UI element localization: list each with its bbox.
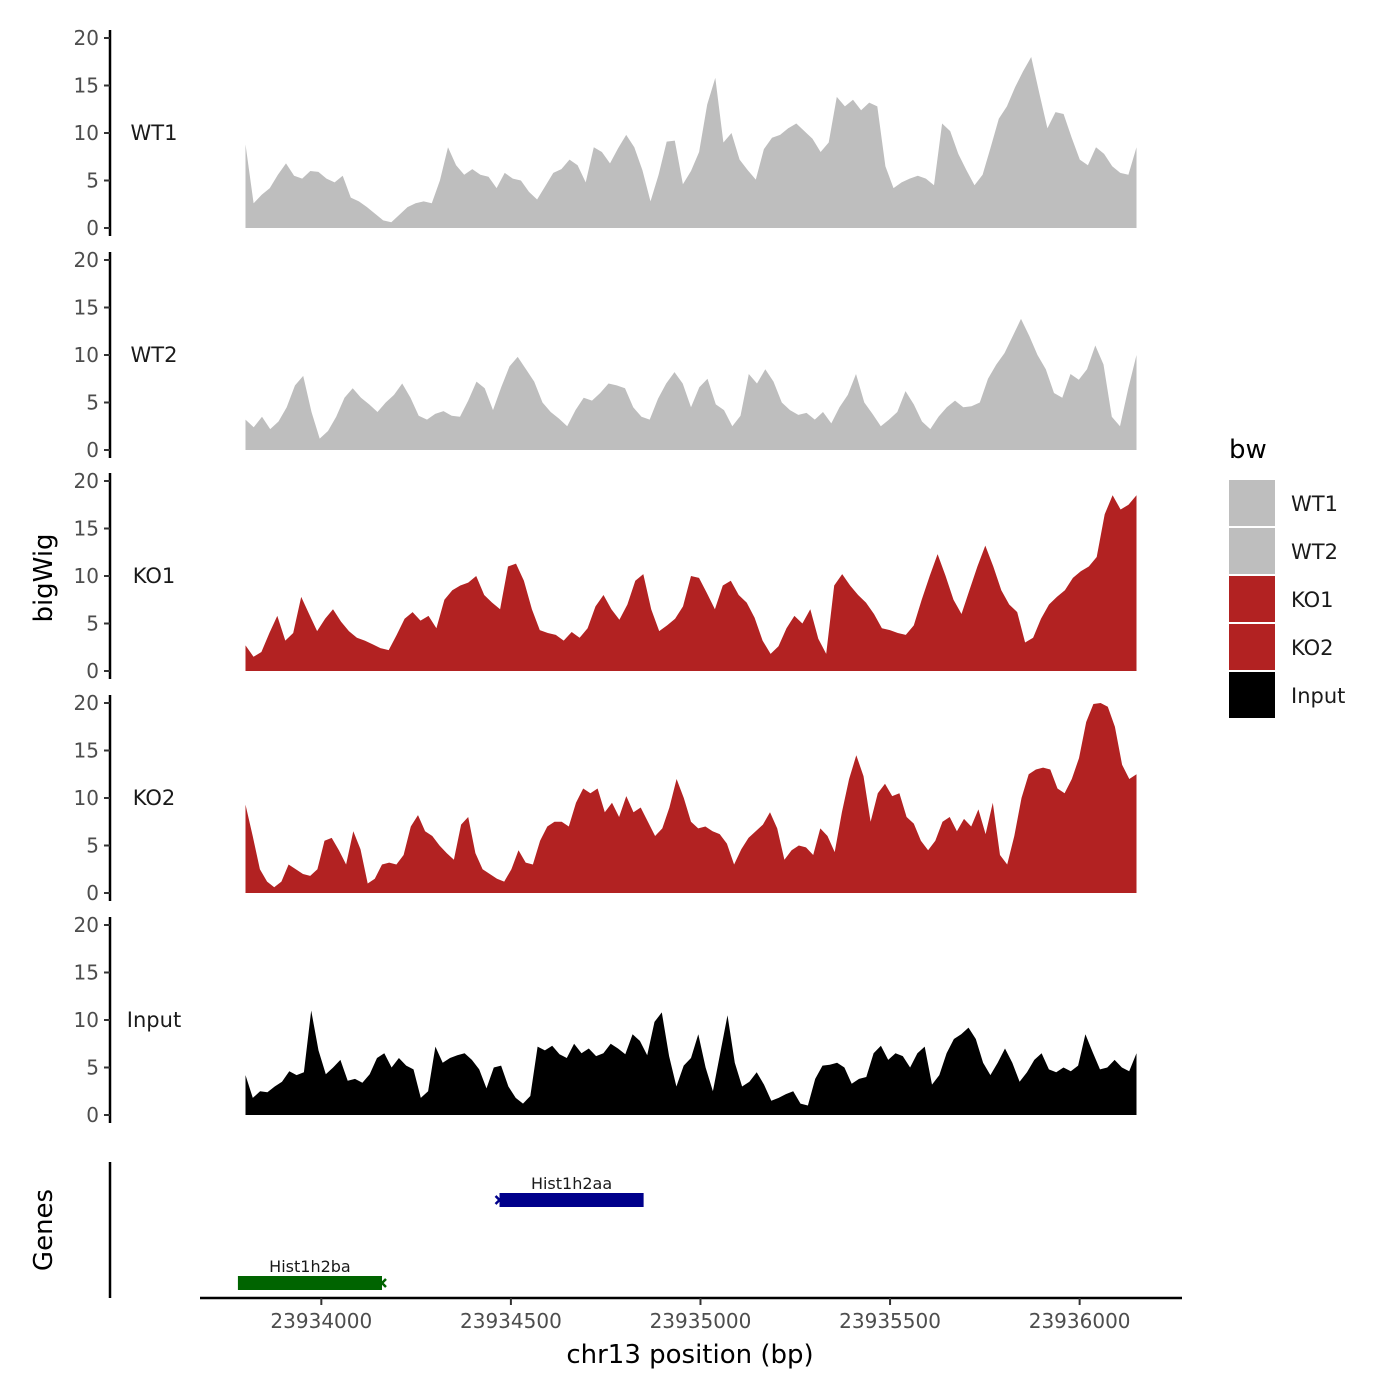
x-axis: chr13 position (bp) 23934000 23934500 2393… <box>200 1296 1182 1370</box>
legend-label-wt1: WT1 <box>1291 492 1338 516</box>
x-tick-label: 23936000 <box>1029 1309 1131 1333</box>
y-tick-label: 5 <box>86 834 99 858</box>
legend-key-input <box>1229 672 1275 718</box>
y-tick-label: 15 <box>74 739 99 763</box>
track-label-input: Input <box>127 1008 181 1032</box>
legend-key-ko2 <box>1229 624 1275 670</box>
y-axis-title: bigWig <box>29 533 59 622</box>
gene-label: Hist1h2aa <box>531 1174 612 1193</box>
legend-key-wt2 <box>1229 528 1275 574</box>
track-label-ko2: KO2 <box>133 786 176 810</box>
gene-track: Genes Hist1h2aa Hist1h2ba <box>29 1162 644 1298</box>
legend-label-ko2: KO2 <box>1291 636 1334 660</box>
track-wt2: 0 5 10 15 20 WT2 <box>74 248 1137 462</box>
gene-body <box>499 1193 644 1207</box>
legend-title: bw <box>1229 435 1267 465</box>
y-tick-label: 5 <box>86 612 99 636</box>
y-tick-label: 0 <box>86 659 99 683</box>
track-ko2: 0 5 10 15 20 KO2 <box>74 691 1137 905</box>
track-label-ko1: KO1 <box>133 564 176 588</box>
x-tick-label: 23935500 <box>839 1309 941 1333</box>
y-tick-label: 20 <box>74 913 99 937</box>
track-wt1: 0 5 10 15 20 WT1 <box>74 26 1137 240</box>
y-tick-label: 10 <box>74 564 99 588</box>
legend: bw WT1 WT2 KO1 KO2 Input <box>1229 435 1345 718</box>
area-wt2 <box>245 318 1137 450</box>
y-tick-label: 20 <box>74 26 99 50</box>
legend-key-ko1 <box>1229 576 1275 622</box>
y-tick-label: 10 <box>74 121 99 145</box>
track-label-wt1: WT1 <box>131 121 178 145</box>
x-tick-label: 23935000 <box>650 1309 752 1333</box>
area-ko2 <box>245 703 1137 893</box>
x-tick-label: 23934500 <box>460 1309 562 1333</box>
y-tick-label: 10 <box>74 786 99 810</box>
track-label-wt2: WT2 <box>131 343 178 367</box>
genes-axis-title: Genes <box>29 1189 59 1271</box>
y-tick-label: 5 <box>86 391 99 415</box>
y-tick-label: 0 <box>86 881 99 905</box>
gene-label: Hist1h2ba <box>269 1257 351 1276</box>
y-tick-label: 20 <box>74 248 99 272</box>
y-tick-label: 5 <box>86 1056 99 1080</box>
y-tick-label: 20 <box>74 691 99 715</box>
x-tick-label: 23934000 <box>270 1309 372 1333</box>
area-wt1 <box>245 57 1137 228</box>
y-tick-label: 15 <box>74 517 99 541</box>
gene-body <box>237 1276 382 1290</box>
area-ko1 <box>245 495 1137 671</box>
gene-hist1h2aa: Hist1h2aa <box>494 1174 644 1207</box>
y-tick-label: 0 <box>86 438 99 462</box>
y-tick-label: 5 <box>86 169 99 193</box>
y-tick-label: 15 <box>74 961 99 985</box>
area-input <box>245 1010 1137 1115</box>
y-tick-label: 15 <box>74 74 99 98</box>
y-tick-label: 15 <box>74 296 99 320</box>
y-tick-label: 0 <box>86 1103 99 1127</box>
legend-label-ko1: KO1 <box>1291 588 1334 612</box>
gene-end-marker <box>377 1278 387 1288</box>
track-input: 0 5 10 15 20 Input <box>74 913 1137 1127</box>
y-tick-label: 10 <box>74 343 99 367</box>
track-ko1: 0 5 10 15 20 KO1 <box>74 469 1137 683</box>
y-tick-label: 20 <box>74 469 99 493</box>
legend-key-wt1 <box>1229 480 1275 526</box>
coverage-tracks: 0 5 10 15 20 WT1 0 5 10 15 20 WT2 0 5 10 15 20 KO1 0 5 10 15 2… <box>74 26 1137 1127</box>
gene-hist1h2ba: Hist1h2ba <box>237 1257 387 1290</box>
legend-label-wt2: WT2 <box>1291 540 1338 564</box>
gene-end-marker <box>494 1195 505 1205</box>
legend-label-input: Input <box>1291 684 1345 708</box>
y-tick-label: 10 <box>74 1008 99 1032</box>
x-axis-title: chr13 position (bp) <box>566 1340 813 1370</box>
y-tick-label: 0 <box>86 216 99 240</box>
